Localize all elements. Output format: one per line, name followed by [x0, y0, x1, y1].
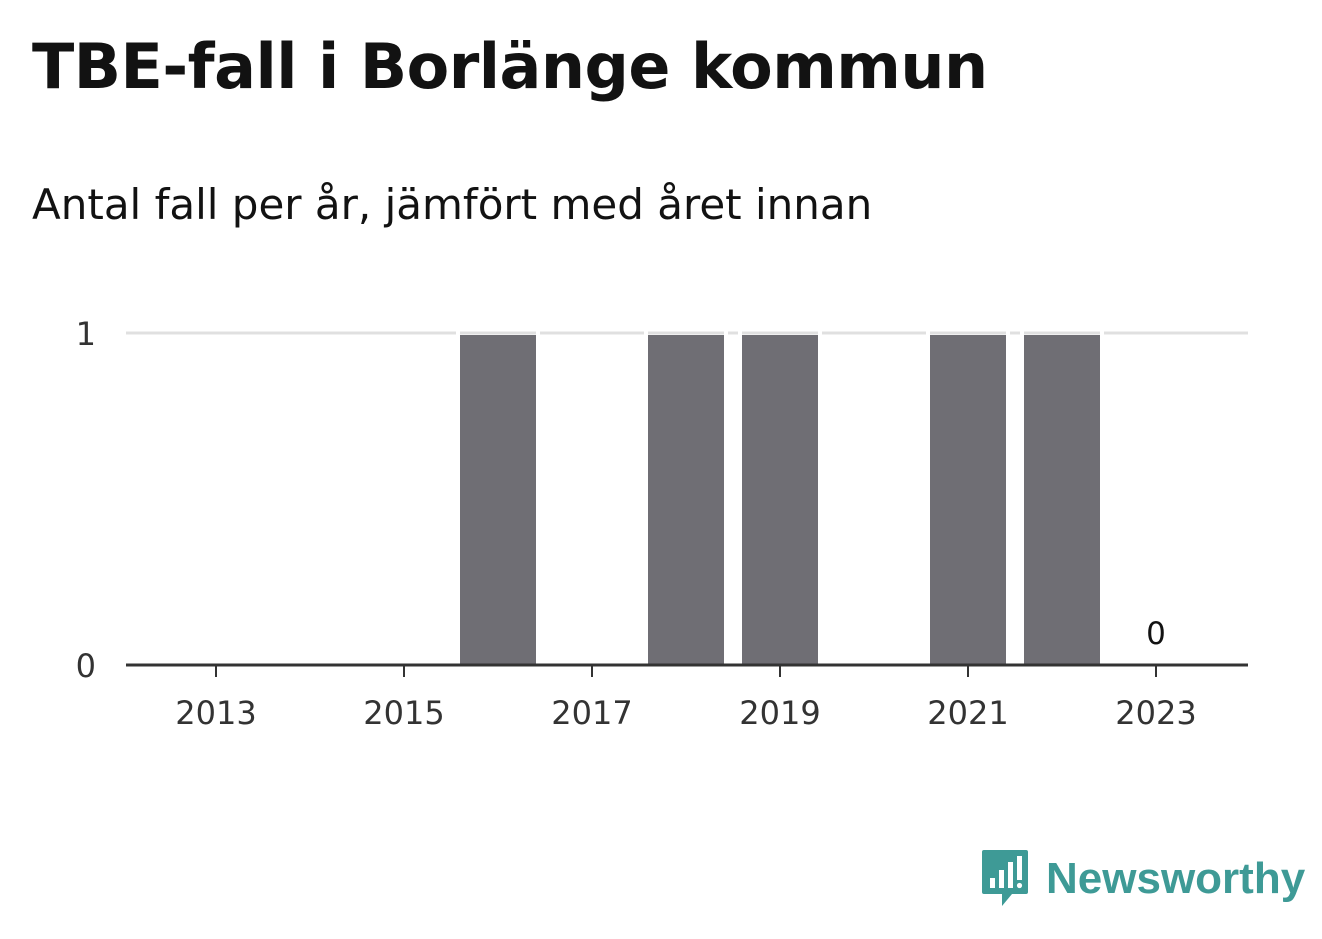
grid-gap: [536, 330, 540, 336]
data-label-2023: 0: [1146, 616, 1166, 652]
x-tick-label: 2021: [927, 694, 1008, 732]
grid-gap: [926, 330, 930, 336]
chart-title: TBE-fall i Borlänge kommun: [32, 30, 988, 103]
x-tick-label: 2013: [175, 694, 256, 732]
bar-2019: [742, 335, 818, 665]
y-tick-label: 1: [76, 315, 96, 353]
grid-gap: [818, 330, 822, 336]
x-tick-label: 2019: [739, 694, 820, 732]
bar-2018: [648, 335, 724, 665]
x-tick-label: 2015: [363, 694, 444, 732]
x-tick-label: 2023: [1115, 694, 1196, 732]
y-tick-label: 0: [76, 647, 96, 685]
grid-gap: [1006, 330, 1010, 336]
grid-gap: [1100, 330, 1104, 336]
grid-gap: [1020, 330, 1024, 336]
gridlines: [126, 330, 1248, 336]
brand-logo: Newsworthy: [980, 848, 1305, 910]
bar-2022: [1024, 335, 1100, 665]
brand-name: Newsworthy: [1046, 854, 1306, 903]
grid-gap: [456, 330, 460, 336]
bars: [460, 335, 1100, 665]
newsworthy-logo-icon: [982, 850, 1028, 906]
grid-gap: [724, 330, 728, 336]
bar-2021: [930, 335, 1006, 665]
bar-chart: 0 1 2013 2015 2017 2019 2021 2023 0: [76, 315, 1248, 732]
labels: 0 1 2013 2015 2017 2019 2021 2023 0: [76, 315, 1197, 732]
chart-subtitle: Antal fall per år, jämfört med året inna…: [32, 180, 873, 229]
axes: [126, 663, 1248, 677]
grid-gap: [738, 330, 742, 336]
bar-2016: [460, 335, 536, 665]
grid-gap: [644, 330, 648, 336]
x-tick-label: 2017: [551, 694, 632, 732]
